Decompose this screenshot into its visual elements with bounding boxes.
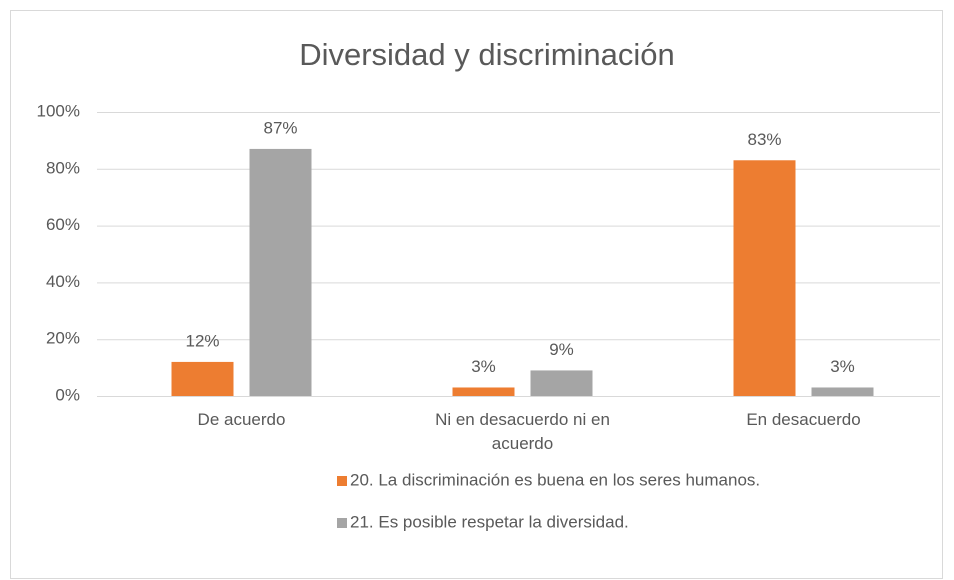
y-tick-label: 0% (55, 385, 80, 404)
legend-swatch (337, 518, 347, 528)
x-tick-label-box: De acuerdo (197, 410, 286, 429)
y-tick-label: 40% (46, 272, 80, 291)
bar (249, 148, 312, 396)
x-tick-label-box: En desacuerdo (746, 410, 861, 429)
data-label: 3% (471, 357, 496, 376)
bar (530, 370, 593, 396)
x-tick-label: En desacuerdo (746, 410, 861, 429)
data-label: 3% (830, 357, 855, 376)
data-label: 12% (185, 331, 219, 350)
bar (811, 387, 874, 396)
data-label: 83% (747, 130, 781, 149)
data-label: 87% (263, 118, 297, 137)
y-tick-label: 80% (46, 158, 80, 177)
legend-label: 20. La discriminación es buena en los se… (350, 470, 760, 489)
y-tick-label: 20% (46, 329, 80, 348)
legend-swatch (337, 476, 347, 486)
chart-title: Diversidad y discriminación (299, 37, 675, 72)
x-tick-label: De acuerdo (197, 410, 286, 429)
data-label: 9% (549, 340, 574, 359)
bar (733, 160, 796, 396)
bar (452, 387, 515, 396)
x-tick-label-box: Ni en desacuerdo ni en acuerdo (435, 410, 610, 453)
y-tick-label: 100% (37, 101, 80, 120)
legend-label: 21. Es posible respetar la diversidad. (350, 512, 629, 531)
y-tick-label: 60% (46, 215, 80, 234)
bar (171, 361, 234, 396)
x-tick-label: Ni en desacuerdo ni en acuerdo (435, 410, 610, 453)
chart-border (10, 10, 943, 579)
